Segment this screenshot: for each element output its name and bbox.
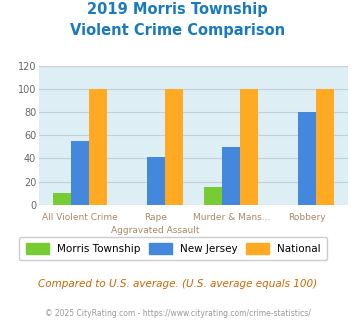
Bar	[316, 89, 334, 205]
Text: 2019 Morris Township: 2019 Morris Township	[87, 2, 268, 16]
Bar	[71, 141, 89, 205]
Bar	[53, 193, 71, 205]
Bar	[165, 89, 183, 205]
Legend: Morris Township, New Jersey, National: Morris Township, New Jersey, National	[20, 237, 327, 260]
Bar	[89, 89, 108, 205]
Bar	[147, 157, 165, 205]
Bar	[204, 187, 222, 205]
Text: Aggravated Assault: Aggravated Assault	[111, 226, 200, 235]
Text: © 2025 CityRating.com - https://www.cityrating.com/crime-statistics/: © 2025 CityRating.com - https://www.city…	[45, 309, 310, 317]
Bar	[297, 112, 316, 205]
Bar	[240, 89, 258, 205]
Text: Murder & Mans...: Murder & Mans...	[192, 213, 270, 222]
Text: All Violent Crime: All Violent Crime	[42, 213, 118, 222]
Text: Compared to U.S. average. (U.S. average equals 100): Compared to U.S. average. (U.S. average …	[38, 279, 317, 289]
Text: Rape: Rape	[144, 213, 167, 222]
Text: Violent Crime Comparison: Violent Crime Comparison	[70, 23, 285, 38]
Bar	[222, 147, 240, 205]
Text: Robbery: Robbery	[288, 213, 326, 222]
